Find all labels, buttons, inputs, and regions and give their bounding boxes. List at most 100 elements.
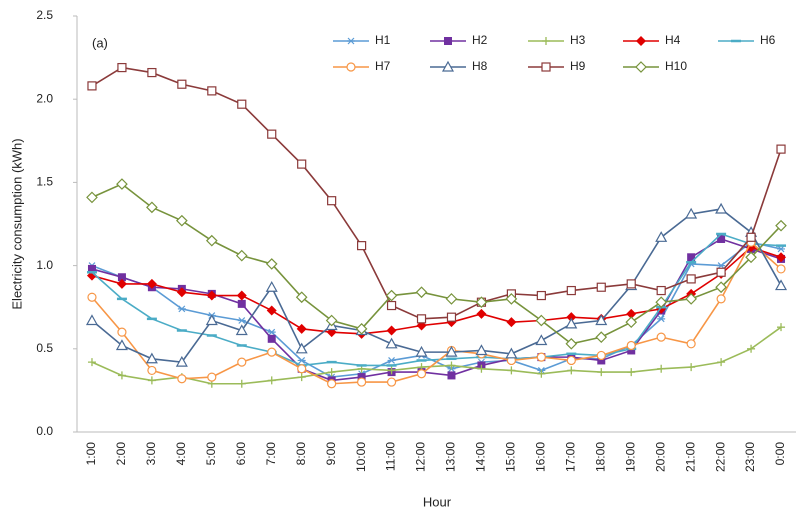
data-point [626, 279, 636, 289]
data-point [386, 377, 397, 387]
data-point [565, 317, 578, 329]
data-point [267, 334, 276, 343]
data-point [595, 331, 608, 344]
data-point [357, 377, 367, 387]
data-point [87, 264, 96, 273]
data-point [325, 314, 338, 327]
data-point [656, 332, 666, 342]
y-axis-label: Electricity consumption (kWh) [9, 138, 24, 309]
data-point [117, 273, 126, 282]
y-tick-label: 1.5 [36, 175, 53, 189]
data-point [506, 317, 517, 328]
data-point [357, 241, 367, 251]
data-point [297, 364, 307, 374]
data-point [387, 357, 396, 364]
legend-label: H8 [472, 59, 488, 73]
data-point [386, 325, 397, 336]
data-point [266, 305, 277, 316]
legend-label: H3 [570, 33, 586, 47]
data-point [775, 219, 787, 232]
legend-label: H1 [375, 33, 391, 47]
data-point [416, 314, 427, 324]
data-point [597, 368, 606, 377]
data-point [777, 245, 786, 253]
data-point [536, 290, 546, 301]
data-point [86, 191, 98, 204]
data-point [627, 346, 636, 355]
data-point [235, 249, 248, 262]
data-point [657, 315, 666, 323]
x-tick-label: 9:00 [324, 442, 338, 466]
data-point [327, 379, 337, 389]
data-point [687, 253, 696, 262]
data-point [236, 290, 247, 301]
series-line [91, 66, 782, 320]
x-tick-label: 20:00 [653, 442, 667, 472]
data-point [357, 373, 366, 382]
legend-label: H9 [570, 59, 586, 73]
data-point [237, 357, 247, 367]
data-point [716, 267, 726, 277]
x-tick-label: 13:00 [444, 442, 458, 472]
data-point [146, 278, 157, 289]
data-point [717, 358, 726, 367]
legend-marker [346, 62, 356, 72]
x-tick-label: 7:00 [264, 442, 278, 466]
x-tick-label: 5:00 [204, 442, 218, 466]
legend-label: H4 [665, 33, 681, 47]
legend-marker [441, 60, 455, 72]
data-point [206, 290, 217, 301]
x-tick-label: 4:00 [174, 442, 188, 466]
data-point [87, 81, 97, 91]
x-tick-label: 21:00 [683, 442, 697, 472]
x-tick-label: 12:00 [414, 442, 428, 472]
data-point [295, 291, 308, 304]
y-tick-label: 0.0 [36, 424, 53, 438]
data-point [776, 264, 786, 274]
data-point [475, 344, 488, 356]
data-point [447, 361, 456, 370]
data-point [237, 379, 246, 388]
data-point [687, 363, 696, 372]
data-point [505, 293, 518, 305]
data-point [205, 314, 218, 326]
data-point [237, 317, 246, 324]
data-point [777, 323, 786, 332]
x-tick-label: 15:00 [504, 442, 518, 472]
data-point [566, 285, 576, 296]
data-point [147, 365, 157, 376]
plot-area [85, 62, 788, 389]
data-point [505, 347, 518, 359]
data-point [385, 289, 398, 302]
x-tick-label: 0:00 [773, 442, 787, 466]
x-tick-label: 10:00 [354, 442, 368, 472]
data-point [117, 62, 127, 73]
legend-label: H6 [760, 33, 776, 47]
x-tick-label: 3:00 [144, 442, 158, 466]
data-point [536, 352, 546, 362]
data-point [655, 231, 668, 242]
data-point [207, 86, 217, 96]
data-point [87, 292, 97, 302]
data-point [715, 202, 728, 214]
data-point [177, 79, 187, 89]
data-point [115, 339, 128, 351]
data-point [117, 327, 127, 337]
data-point [475, 296, 488, 309]
data-point [265, 280, 278, 292]
data-point [716, 294, 726, 304]
data-point [566, 355, 576, 366]
series-line [91, 183, 782, 345]
x-axis-label: Hour [423, 494, 452, 509]
data-point [447, 371, 456, 380]
data-point [717, 234, 726, 243]
data-point [656, 285, 666, 296]
data-point [267, 129, 277, 139]
x-tick-label: 2:00 [114, 442, 128, 466]
data-point [175, 355, 188, 367]
data-point [177, 374, 187, 384]
data-point [625, 316, 638, 329]
data-point [237, 299, 246, 308]
data-point [116, 178, 128, 190]
